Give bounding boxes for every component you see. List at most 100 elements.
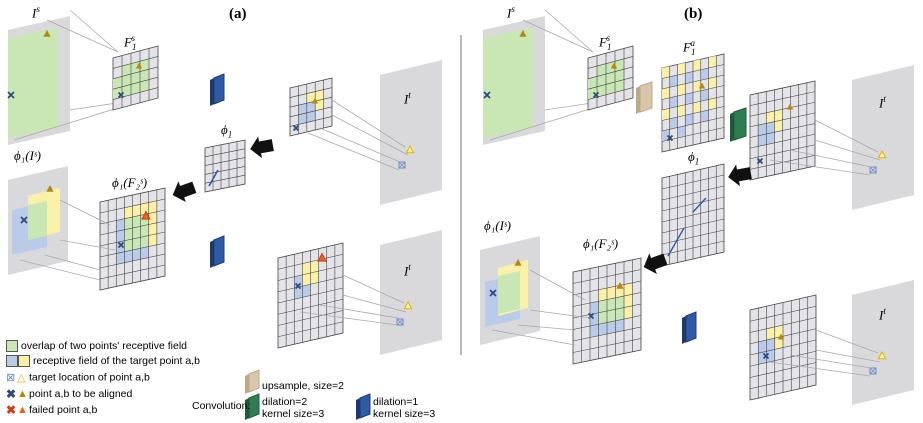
feature-grid-f1a-b-cell-5 bbox=[677, 83, 686, 96]
target-feature-grid-a-bottom-hline-5 bbox=[277, 298, 344, 315]
label-feature-f1a-b: F1a bbox=[683, 38, 696, 57]
target-image-b-bottom bbox=[852, 280, 914, 405]
target-image-b-top-box-x bbox=[869, 166, 877, 174]
phi1-grid-b-hline-5 bbox=[661, 218, 725, 234]
proj-b-top-2 bbox=[789, 149, 872, 168]
proj-b-bottom-1 bbox=[815, 349, 881, 363]
feature-grid-f1s-a-hline-3 bbox=[112, 76, 159, 90]
proj-a-top-0 bbox=[331, 99, 406, 148]
legend-target-location: ⊠ △ target location of point a,b bbox=[6, 371, 150, 385]
target-feature-grid-a-bottom-hline-7 bbox=[277, 321, 344, 338]
feature-grid-f1a-b-cell-12 bbox=[669, 75, 678, 88]
target-feature-grid-a-top-hline-4 bbox=[289, 116, 333, 127]
label-phi1-a: ϕ1 bbox=[221, 122, 233, 140]
proj-b-bottom-0 bbox=[815, 329, 879, 354]
proj-a-mid-0 bbox=[59, 199, 111, 226]
target-image-a-top-tri bbox=[405, 144, 415, 154]
target-image-a-bottom bbox=[380, 230, 442, 355]
f1a-b-point-a bbox=[666, 134, 674, 142]
phi1-grid-a bbox=[204, 139, 246, 193]
feature-grid-f1a-b-cell-8 bbox=[662, 108, 670, 121]
label-source-image-b: Is bbox=[507, 4, 515, 21]
f1a-b-point-b bbox=[698, 82, 706, 89]
source-image-a-green-region bbox=[8, 28, 58, 138]
proj-a-top-3 bbox=[307, 132, 400, 171]
feature-grid-f1s-a-hline-2 bbox=[112, 66, 159, 80]
phi1-is-b-green-region bbox=[498, 271, 520, 314]
arrow-b-target-to-phi1 bbox=[728, 164, 752, 187]
legend-cross-blue-icon: ✖ bbox=[6, 387, 17, 401]
label-source-image-a: Is bbox=[32, 4, 40, 21]
proj-b-1 bbox=[544, 9, 594, 53]
upsample-label: upsample, size=2 bbox=[262, 380, 345, 392]
label-phi1-f2s-b: ϕ₁(F₂ˢ) bbox=[583, 236, 619, 251]
proj-a-bottom-0 bbox=[342, 274, 405, 304]
legend-overlap-swatch bbox=[6, 340, 18, 353]
phi1-b-flow-line-bottom bbox=[667, 227, 685, 257]
label-target-image-a-top: It bbox=[404, 90, 411, 107]
legend-receptive-swatch-yellow bbox=[18, 355, 30, 368]
phi1-grid-b-hline-4 bbox=[661, 207, 725, 223]
conv-block-a-top-side bbox=[210, 78, 214, 106]
target-feature-grid-b-top-hline-7 bbox=[749, 155, 816, 170]
target-feature-b-bottom-point-a bbox=[762, 352, 770, 360]
legend: overlap of two points' receptive field r… bbox=[6, 340, 256, 420]
conv-dilation1-label: dilation=1 kernel size=3 bbox=[373, 396, 436, 420]
proj-a-top-1 bbox=[331, 114, 409, 156]
label-feature-f1s-a: F1s bbox=[124, 33, 137, 52]
target-feature-b-top-point-a bbox=[756, 157, 764, 165]
phi1-grid-a-hline-1 bbox=[204, 148, 246, 158]
legend-conv-dil2-block-side bbox=[245, 398, 249, 420]
target-feature-a-bottom-point-a bbox=[294, 282, 302, 290]
label-target-image-b-bottom: It bbox=[879, 306, 886, 323]
arrow-a-phi1-to-f2s bbox=[172, 181, 197, 203]
label-phi1-f2s-a: ϕ₁(F₂ˢ) bbox=[112, 175, 148, 190]
label-feature-f1s-b: F1s bbox=[599, 33, 612, 52]
phi1-f2s-grid-a-hline-4 bbox=[99, 231, 166, 247]
phi1-f2s-grid-a-hline-5 bbox=[99, 242, 166, 258]
target-feature-grid-a-top-hline-3 bbox=[289, 106, 333, 118]
target-image-a-top bbox=[380, 60, 442, 205]
phi1-f2s-grid-a-cell-2 bbox=[124, 213, 149, 252]
feature-grid-f1a-b-cell-6 bbox=[693, 80, 701, 93]
conv-block-b-green-side bbox=[730, 112, 734, 142]
feature-grid-f1a-b-hline-4 bbox=[661, 95, 725, 111]
proj-b-bottom-3 bbox=[769, 361, 871, 377]
proj-a-bottom-2 bbox=[319, 304, 399, 319]
target-image-a-bottom-box bbox=[396, 318, 404, 326]
legend-triangle-orange-icon: ▲ bbox=[17, 388, 28, 400]
legend-overlap: overlap of two points' receptive field bbox=[6, 340, 187, 353]
legend-receptive: receptive field of the target point a,b bbox=[6, 355, 200, 368]
target-feature-grid-b-top-hline-6 bbox=[749, 144, 816, 160]
proj-a-mid-2 bbox=[44, 254, 101, 271]
target-image-a-bottom-tri bbox=[403, 300, 413, 310]
label-phi1-is-b: ϕ₁(Iˢ) bbox=[484, 218, 511, 233]
phi1-f2s-a-point-a bbox=[117, 241, 125, 249]
legend-conv-dil1-block-side bbox=[356, 398, 360, 420]
proj-b-mid-1 bbox=[529, 309, 591, 319]
proj-b-top-3 bbox=[769, 159, 871, 176]
label-phi1-is-a: ϕ₁(Iˢ) bbox=[14, 148, 41, 163]
label-target-image-a-bottom: It bbox=[404, 262, 411, 279]
proj-a-1 bbox=[69, 9, 119, 53]
phi1-f2s-grid-b-hline-6 bbox=[572, 326, 642, 342]
target-image-a-top-box bbox=[398, 161, 406, 169]
proj-a-top-2 bbox=[319, 127, 401, 163]
feature-grid-f1a-b-cell-10 bbox=[693, 101, 701, 114]
target-image-b-bottom-tri bbox=[877, 350, 887, 360]
target-image-a-top-box-x bbox=[398, 161, 406, 169]
feature-grid-f1a-b-cell-20 bbox=[700, 110, 709, 123]
proj-b-mid-3 bbox=[491, 329, 576, 346]
feature-grid-f1a-b-hline-6 bbox=[661, 116, 725, 132]
source-image-a-point-b bbox=[43, 30, 51, 37]
target-feature-b-top-point-b bbox=[786, 103, 794, 110]
target-image-b-bottom-box-x bbox=[869, 367, 877, 375]
legend-to-align: ✖▲point a,b to be aligned bbox=[6, 387, 133, 401]
phi1-grid-a-hline-2 bbox=[204, 157, 246, 166]
feature-grid-f1s-b-cell-0 bbox=[597, 58, 624, 98]
arrow-a-target-to-phi1 bbox=[250, 136, 274, 159]
phi1-f2s-grid-b-hline-5 bbox=[572, 315, 642, 330]
feature-grid-f1a-b-hline-5 bbox=[661, 106, 725, 121]
phi1-grid-b-hline-7 bbox=[661, 240, 725, 256]
